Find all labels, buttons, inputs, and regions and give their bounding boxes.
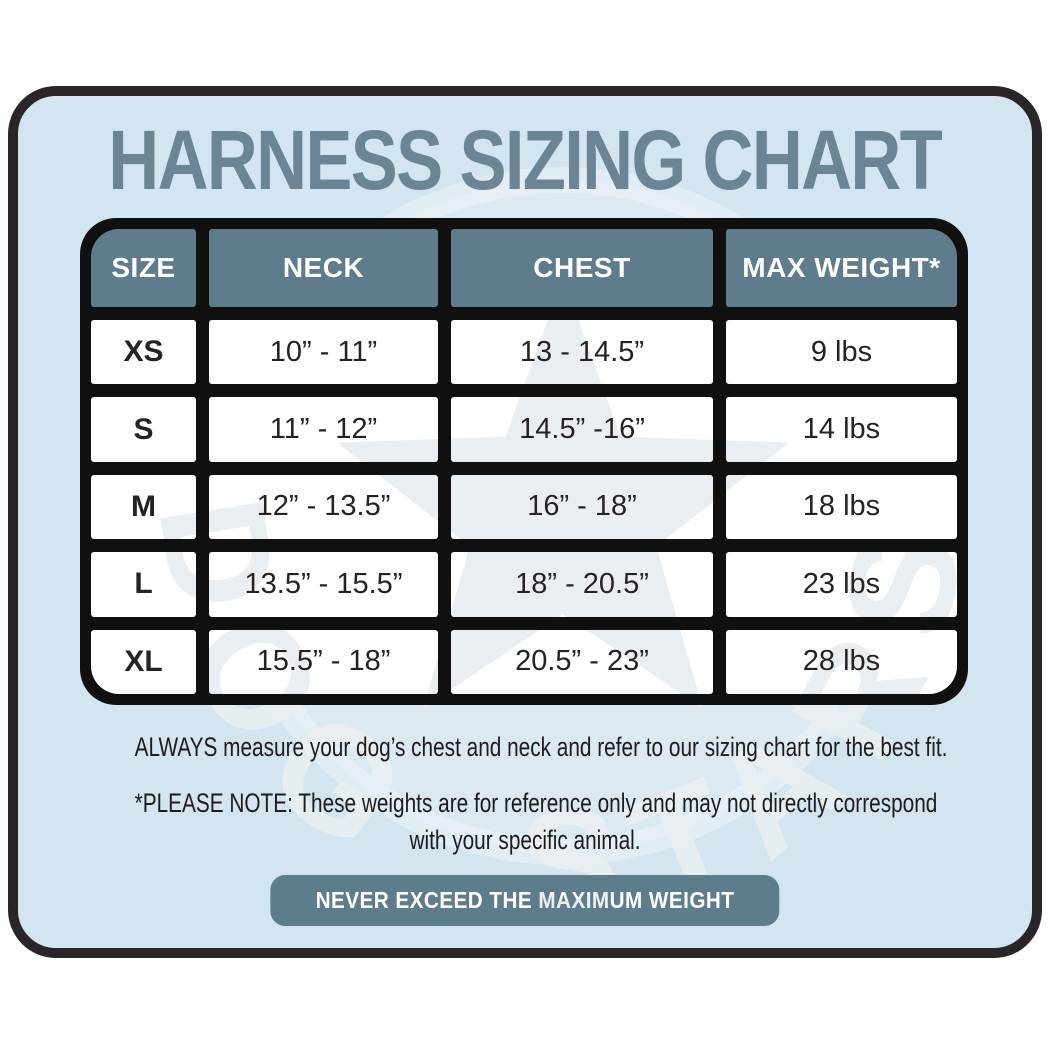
header-max-weight: MAX WEIGHT* [726, 229, 957, 307]
sizing-card: DOG STARS HARNESS SIZING CHART SIZE NECK… [8, 86, 1042, 958]
cell-neck-s: 11” - 12” [209, 397, 438, 462]
please-note-line1: *PLEASE NOTE: These weights are for refe… [134, 788, 938, 818]
cell-neck-m: 12” - 13.5” [209, 474, 438, 540]
header-neck: NECK [209, 229, 438, 307]
cell-chest-m: 16” - 18” [451, 474, 713, 540]
cell-size-l: L [91, 552, 196, 617]
cell-size-xl: XL [91, 629, 196, 694]
please-note-line2: with your specific animal. [409, 825, 641, 855]
cell-size-s: S [91, 397, 196, 462]
please-note: *PLEASE NOTE: These weights are for refe… [18, 785, 1032, 859]
cell-chest-xl: 20.5” - 23” [451, 629, 713, 694]
header-size: SIZE [91, 229, 196, 307]
cell-weight-s: 14 lbs [726, 397, 957, 462]
cell-weight-xl: 28 lbs [726, 629, 957, 694]
cell-weight-m: 18 lbs [726, 474, 957, 540]
cell-neck-l: 13.5” - 15.5” [209, 552, 438, 617]
cell-chest-l: 18” - 20.5” [451, 552, 713, 617]
cell-chest-xs: 13 - 14.5” [451, 320, 713, 385]
header-chest: CHEST [451, 229, 713, 307]
sizing-table: SIZE NECK CHEST MAX WEIGHT* XS 10” - 11”… [80, 218, 968, 705]
cell-weight-xs: 9 lbs [726, 320, 957, 385]
cell-neck-xl: 15.5” - 18” [209, 629, 438, 694]
cell-neck-xs: 10” - 11” [209, 320, 438, 385]
page-title: HARNESS SIZING CHART [108, 113, 943, 207]
cell-size-xs: XS [91, 320, 196, 385]
cell-size-m: M [91, 474, 196, 540]
cell-weight-l: 23 lbs [726, 552, 957, 617]
cell-chest-s: 14.5” -16” [451, 397, 713, 462]
max-weight-warning-badge: NEVER EXCEED THE MAXIMUM WEIGHT [270, 875, 780, 926]
measure-note: ALWAYS measure your dog’s chest and neck… [134, 732, 948, 762]
